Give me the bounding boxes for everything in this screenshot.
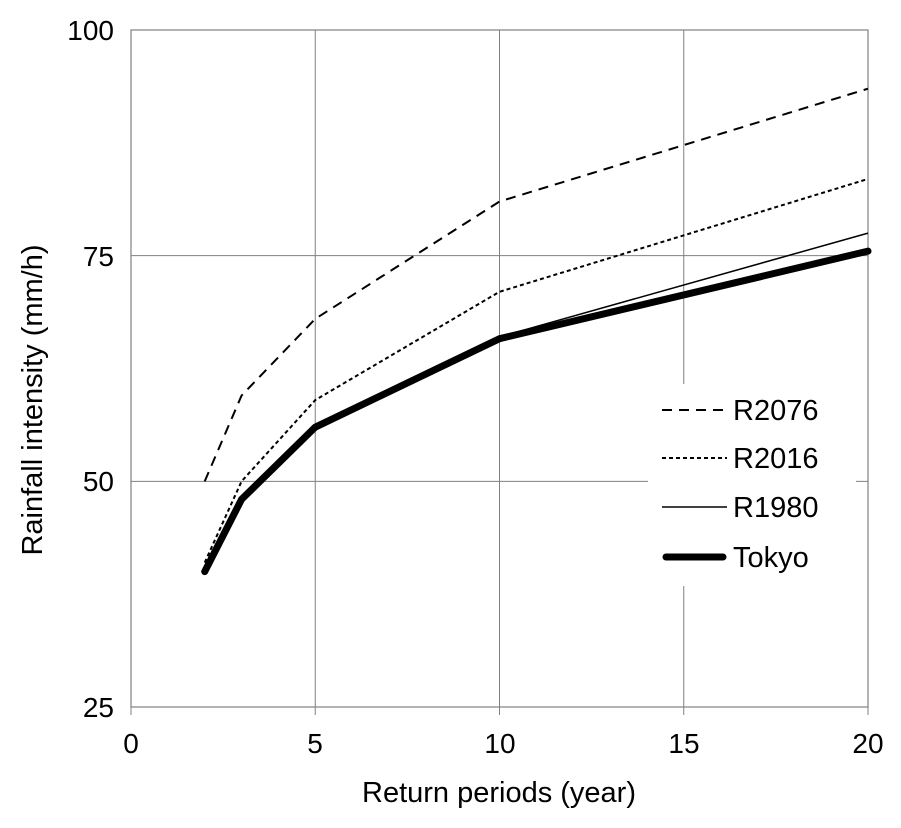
series-line-r2016 [203,177,869,563]
y-tick-100: 100 [67,15,114,46]
y-tick-75: 75 [83,241,114,272]
legend-label-tokyo: Tokyo [733,542,809,574]
legend-entry-r2016: R2016 [662,443,818,475]
x-tick-5: 5 [307,728,323,759]
legend-entry-tokyo: Tokyo [662,542,809,574]
y-axis-tick-labels: 100 75 50 25 [67,15,114,723]
legend-label-r2016: R2016 [733,443,818,475]
plot-border [130,29,869,708]
y-tick-50: 50 [83,466,114,497]
series-layer [201,87,872,576]
series-line-r1980 [204,232,869,571]
x-tick-10: 10 [484,728,515,759]
x-tick-20: 20 [852,728,883,759]
y-axis-title: Rainfall intensity (mm/h) [17,244,49,555]
y-tick-25: 25 [83,692,114,723]
x-axis-title: Return periods (year) [362,777,636,809]
x-tick-0: 0 [123,728,139,759]
grid-layer [130,30,869,715]
x-tick-15: 15 [668,728,699,759]
legend-entry-r2076: R2076 [662,395,818,427]
legend-background [648,384,856,586]
legend: R2076 R2016 R1980 Tokyo [648,384,856,586]
series-line-tokyo [201,247,872,576]
legend-entry-r1980: R1980 [662,492,818,524]
legend-label-r2076: R2076 [733,395,818,427]
legend-label-r1980: R1980 [733,492,818,524]
x-axis-tick-labels: 0 5 10 15 20 [123,728,883,759]
series-line-r2076 [203,87,869,482]
